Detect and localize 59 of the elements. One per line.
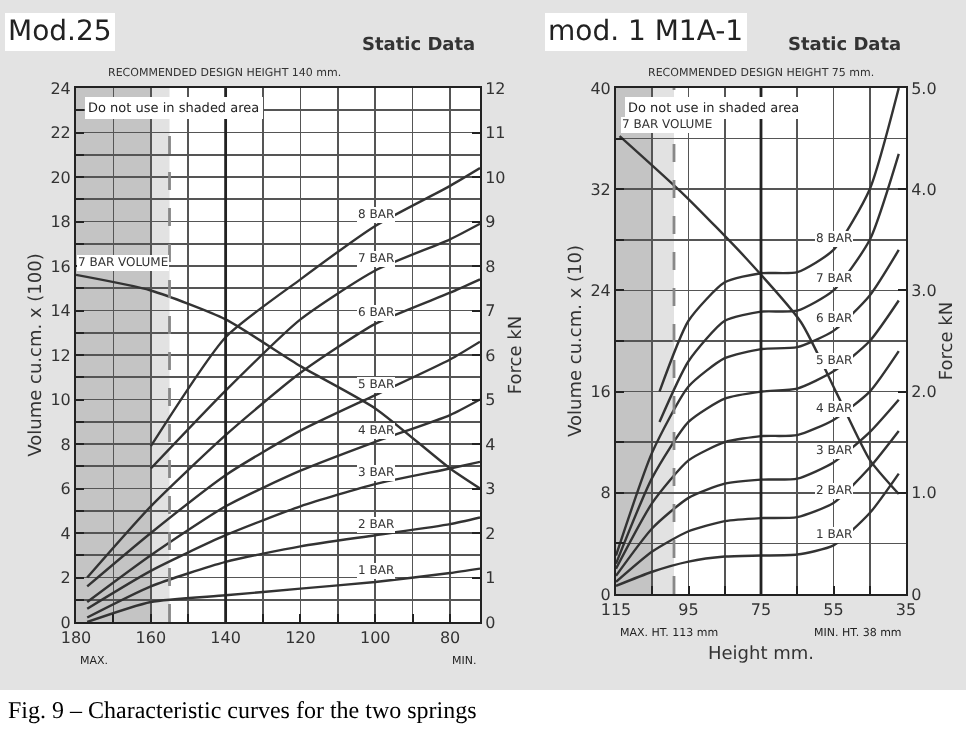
y-tick-label: 8 bbox=[60, 435, 71, 454]
y2-tick-label: 4 bbox=[485, 435, 496, 454]
y-tick-label: 8 bbox=[600, 484, 611, 503]
y-tick-label: 0 bbox=[600, 585, 611, 604]
y2-tick-label: 3.0 bbox=[911, 282, 937, 300]
x-tick-label: 140 bbox=[210, 629, 241, 648]
y2-tick-label: 11 bbox=[485, 124, 506, 143]
caption: Fig. 9 – Characteristic curves for the two springs bbox=[6, 694, 479, 728]
y-tick-label: 22 bbox=[50, 124, 71, 143]
x-tick-label: 95 bbox=[678, 601, 699, 620]
y-tick-label: 12 bbox=[50, 346, 71, 365]
y-tick-label: 20 bbox=[50, 168, 71, 187]
y2-tick-label: 4.0 bbox=[911, 180, 937, 199]
y2-tick-label: 1.0 bbox=[911, 484, 937, 503]
x-tick-label: 35 bbox=[895, 601, 917, 620]
y2-tick-label: 2.0 bbox=[911, 383, 937, 402]
y2-axis-title: Force kN bbox=[938, 301, 959, 381]
y2-tick-label: 12 bbox=[485, 79, 506, 98]
x-axis-title: Height mm. bbox=[707, 644, 815, 665]
y2-tick-label: 5 bbox=[485, 391, 496, 410]
y2-axis-title: Force kN bbox=[507, 315, 528, 395]
y-tick-label: 0 bbox=[60, 613, 71, 632]
x-tick-label: 80 bbox=[439, 629, 461, 648]
y2-tick-label: 2 bbox=[485, 524, 496, 543]
x-tick-label: 120 bbox=[285, 629, 316, 648]
chart-title: mod. 1 M1A-1 bbox=[548, 16, 744, 48]
x-tick-label: 55 bbox=[823, 601, 844, 620]
y-tick-label: 6 bbox=[60, 480, 71, 499]
y-tick-label: 16 bbox=[50, 257, 71, 276]
x-tick-label: 115 bbox=[600, 601, 632, 620]
y2-tick-label: 3 bbox=[485, 480, 496, 499]
y2-tick-label: 0 bbox=[485, 613, 496, 632]
y-tick-label: 24 bbox=[590, 282, 611, 300]
y2-tick-label: 9 bbox=[485, 213, 496, 232]
y2-tick-label: 1 bbox=[485, 569, 496, 588]
y-tick-label: 32 bbox=[590, 180, 611, 199]
y2-tick-label: 6 bbox=[485, 346, 496, 365]
chart-title: Mod.25 bbox=[8, 16, 112, 48]
y-tick-label: 4 bbox=[60, 524, 71, 543]
x-tick-label: 160 bbox=[135, 629, 167, 648]
y2-tick-label: 7 bbox=[485, 302, 496, 321]
y2-tick-label: 8 bbox=[485, 257, 496, 276]
y-tick-label: 10 bbox=[50, 391, 71, 410]
y2-tick-label: 0 bbox=[911, 585, 922, 604]
y-tick-label: 2 bbox=[60, 569, 71, 588]
chart-subtitle: Static Data bbox=[362, 36, 476, 56]
y2-tick-label: 5.0 bbox=[911, 79, 937, 98]
y-axis-title: Volume cu.cm. x (100) bbox=[27, 253, 48, 457]
x-tick-label: 75 bbox=[750, 601, 772, 620]
y-axis-title: Volume cu.cm. x (10) bbox=[567, 245, 588, 437]
x-tick-label: 100 bbox=[359, 629, 391, 648]
y-tick-label: 40 bbox=[590, 79, 611, 98]
y-tick-label: 18 bbox=[50, 213, 71, 232]
x-tick-label: 180 bbox=[60, 629, 92, 648]
y2-tick-label: 10 bbox=[485, 168, 506, 187]
y-tick-label: 14 bbox=[50, 302, 71, 321]
y-tick-label: 24 bbox=[50, 79, 71, 98]
chart-subtitle: Static Data bbox=[788, 36, 902, 56]
y-tick-label: 16 bbox=[590, 383, 611, 402]
